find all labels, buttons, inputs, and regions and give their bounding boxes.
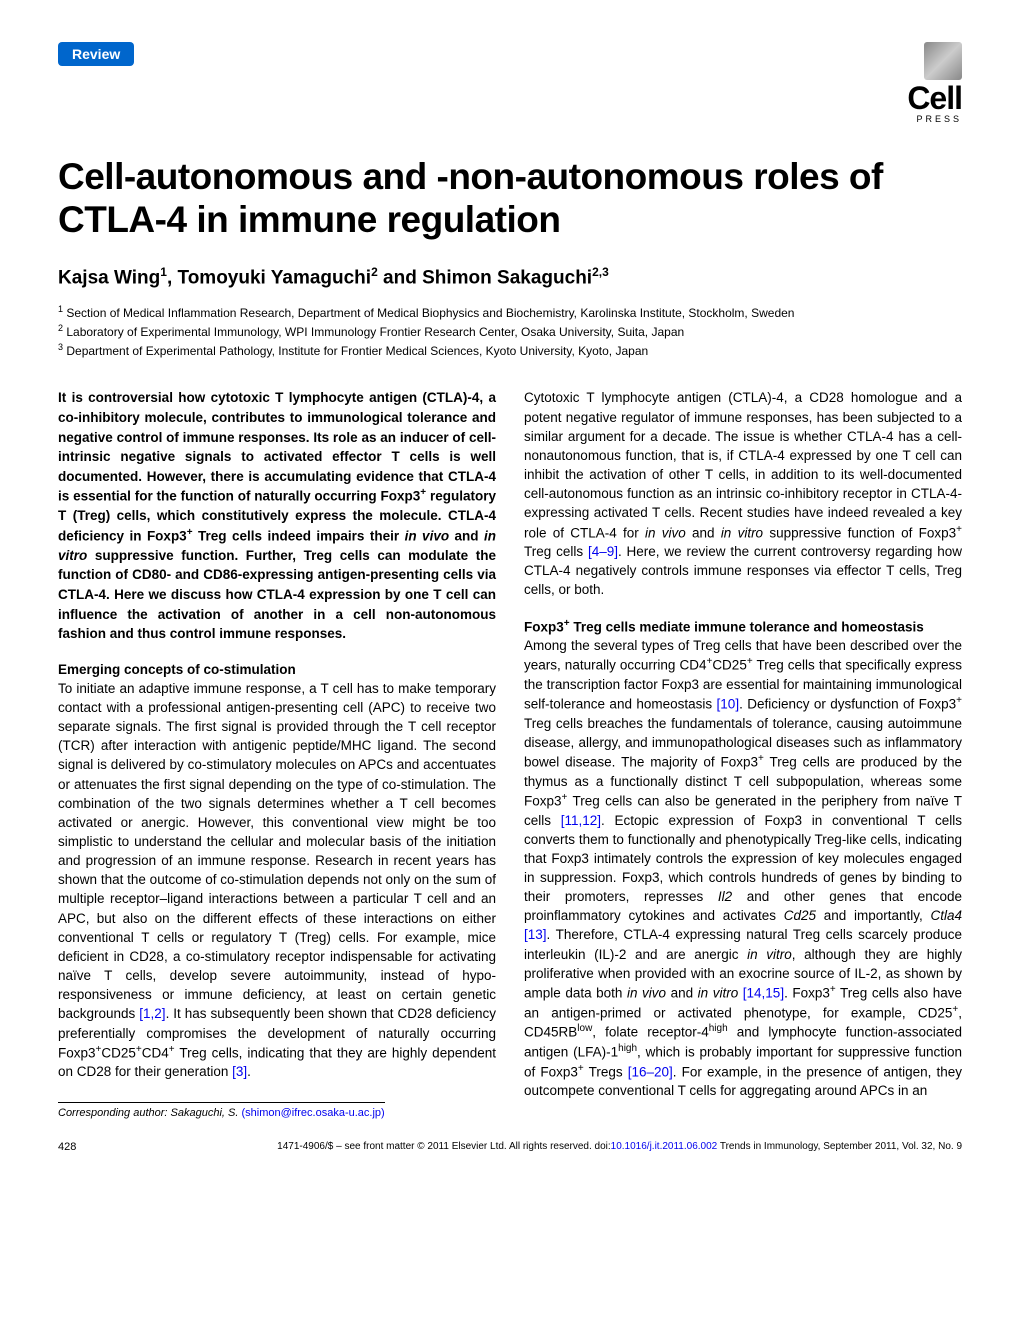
affiliation-3: 3 Department of Experimental Pathology, … (58, 341, 962, 360)
author-list: Kajsa Wing1, Tomoyuki Yamaguchi2 and Shi… (58, 265, 962, 289)
corr-email[interactable]: (shimon@ifrec.osaka-u.ac.jp) (241, 1107, 384, 1119)
right-column: Cytotoxic T lymphocyte antigen (CTLA)-4,… (524, 388, 962, 1120)
review-badge-wrapper: Review (58, 42, 134, 66)
intro-right-paragraph: Cytotoxic T lymphocyte antigen (CTLA)-4,… (524, 388, 962, 599)
section-heading-2: Foxp3+ Treg cells mediate immune toleran… (524, 618, 962, 635)
left-column: It is controversial how cytotoxic T lymp… (58, 388, 496, 1120)
page-footer: 428 1471-4906/$ – see front matter © 201… (58, 1135, 962, 1153)
journal-ref: Trends in Immunology, September 2011, Vo… (717, 1141, 962, 1152)
publisher-logo: Cell PRESS (907, 42, 962, 124)
logo-brand-text: Cell (907, 82, 962, 114)
affiliation-1: 1 Section of Medical Inflammation Resear… (58, 303, 962, 322)
corresponding-author: Corresponding author: Sakaguchi, S. (shi… (58, 1102, 385, 1119)
review-badge: Review (58, 42, 134, 66)
copyright-text: 1471-4906/$ – see front matter © 2011 El… (277, 1141, 610, 1152)
footer-copyright: 1471-4906/$ – see front matter © 2011 El… (277, 1141, 962, 1153)
body-paragraph-1: To initiate an adaptive immune response,… (58, 679, 496, 1082)
content-columns: It is controversial how cytotoxic T lymp… (58, 388, 962, 1120)
section-heading-1: Emerging concepts of co-stimulation (58, 662, 496, 677)
doi-link[interactable]: 10.1016/j.it.2011.06.002 (611, 1141, 718, 1152)
body-paragraph-2: Among the several types of Treg cells th… (524, 636, 962, 1100)
page-root: Review Cell PRESS Cell-autonomous and -n… (0, 0, 1020, 1183)
abstract-text: It is controversial how cytotoxic T lymp… (58, 388, 496, 643)
logo-graphic (924, 42, 962, 80)
page-header: Review Cell PRESS (58, 42, 962, 124)
affiliation-list: 1 Section of Medical Inflammation Resear… (58, 303, 962, 360)
corr-name: Sakaguchi, S. (171, 1107, 239, 1119)
logo-subtext: PRESS (907, 114, 962, 124)
page-number: 428 (58, 1141, 76, 1153)
corr-label: Corresponding author (58, 1107, 164, 1119)
article-title: Cell-autonomous and -non-autonomous role… (58, 156, 962, 241)
affiliation-2: 2 Laboratory of Experimental Immunology,… (58, 322, 962, 341)
